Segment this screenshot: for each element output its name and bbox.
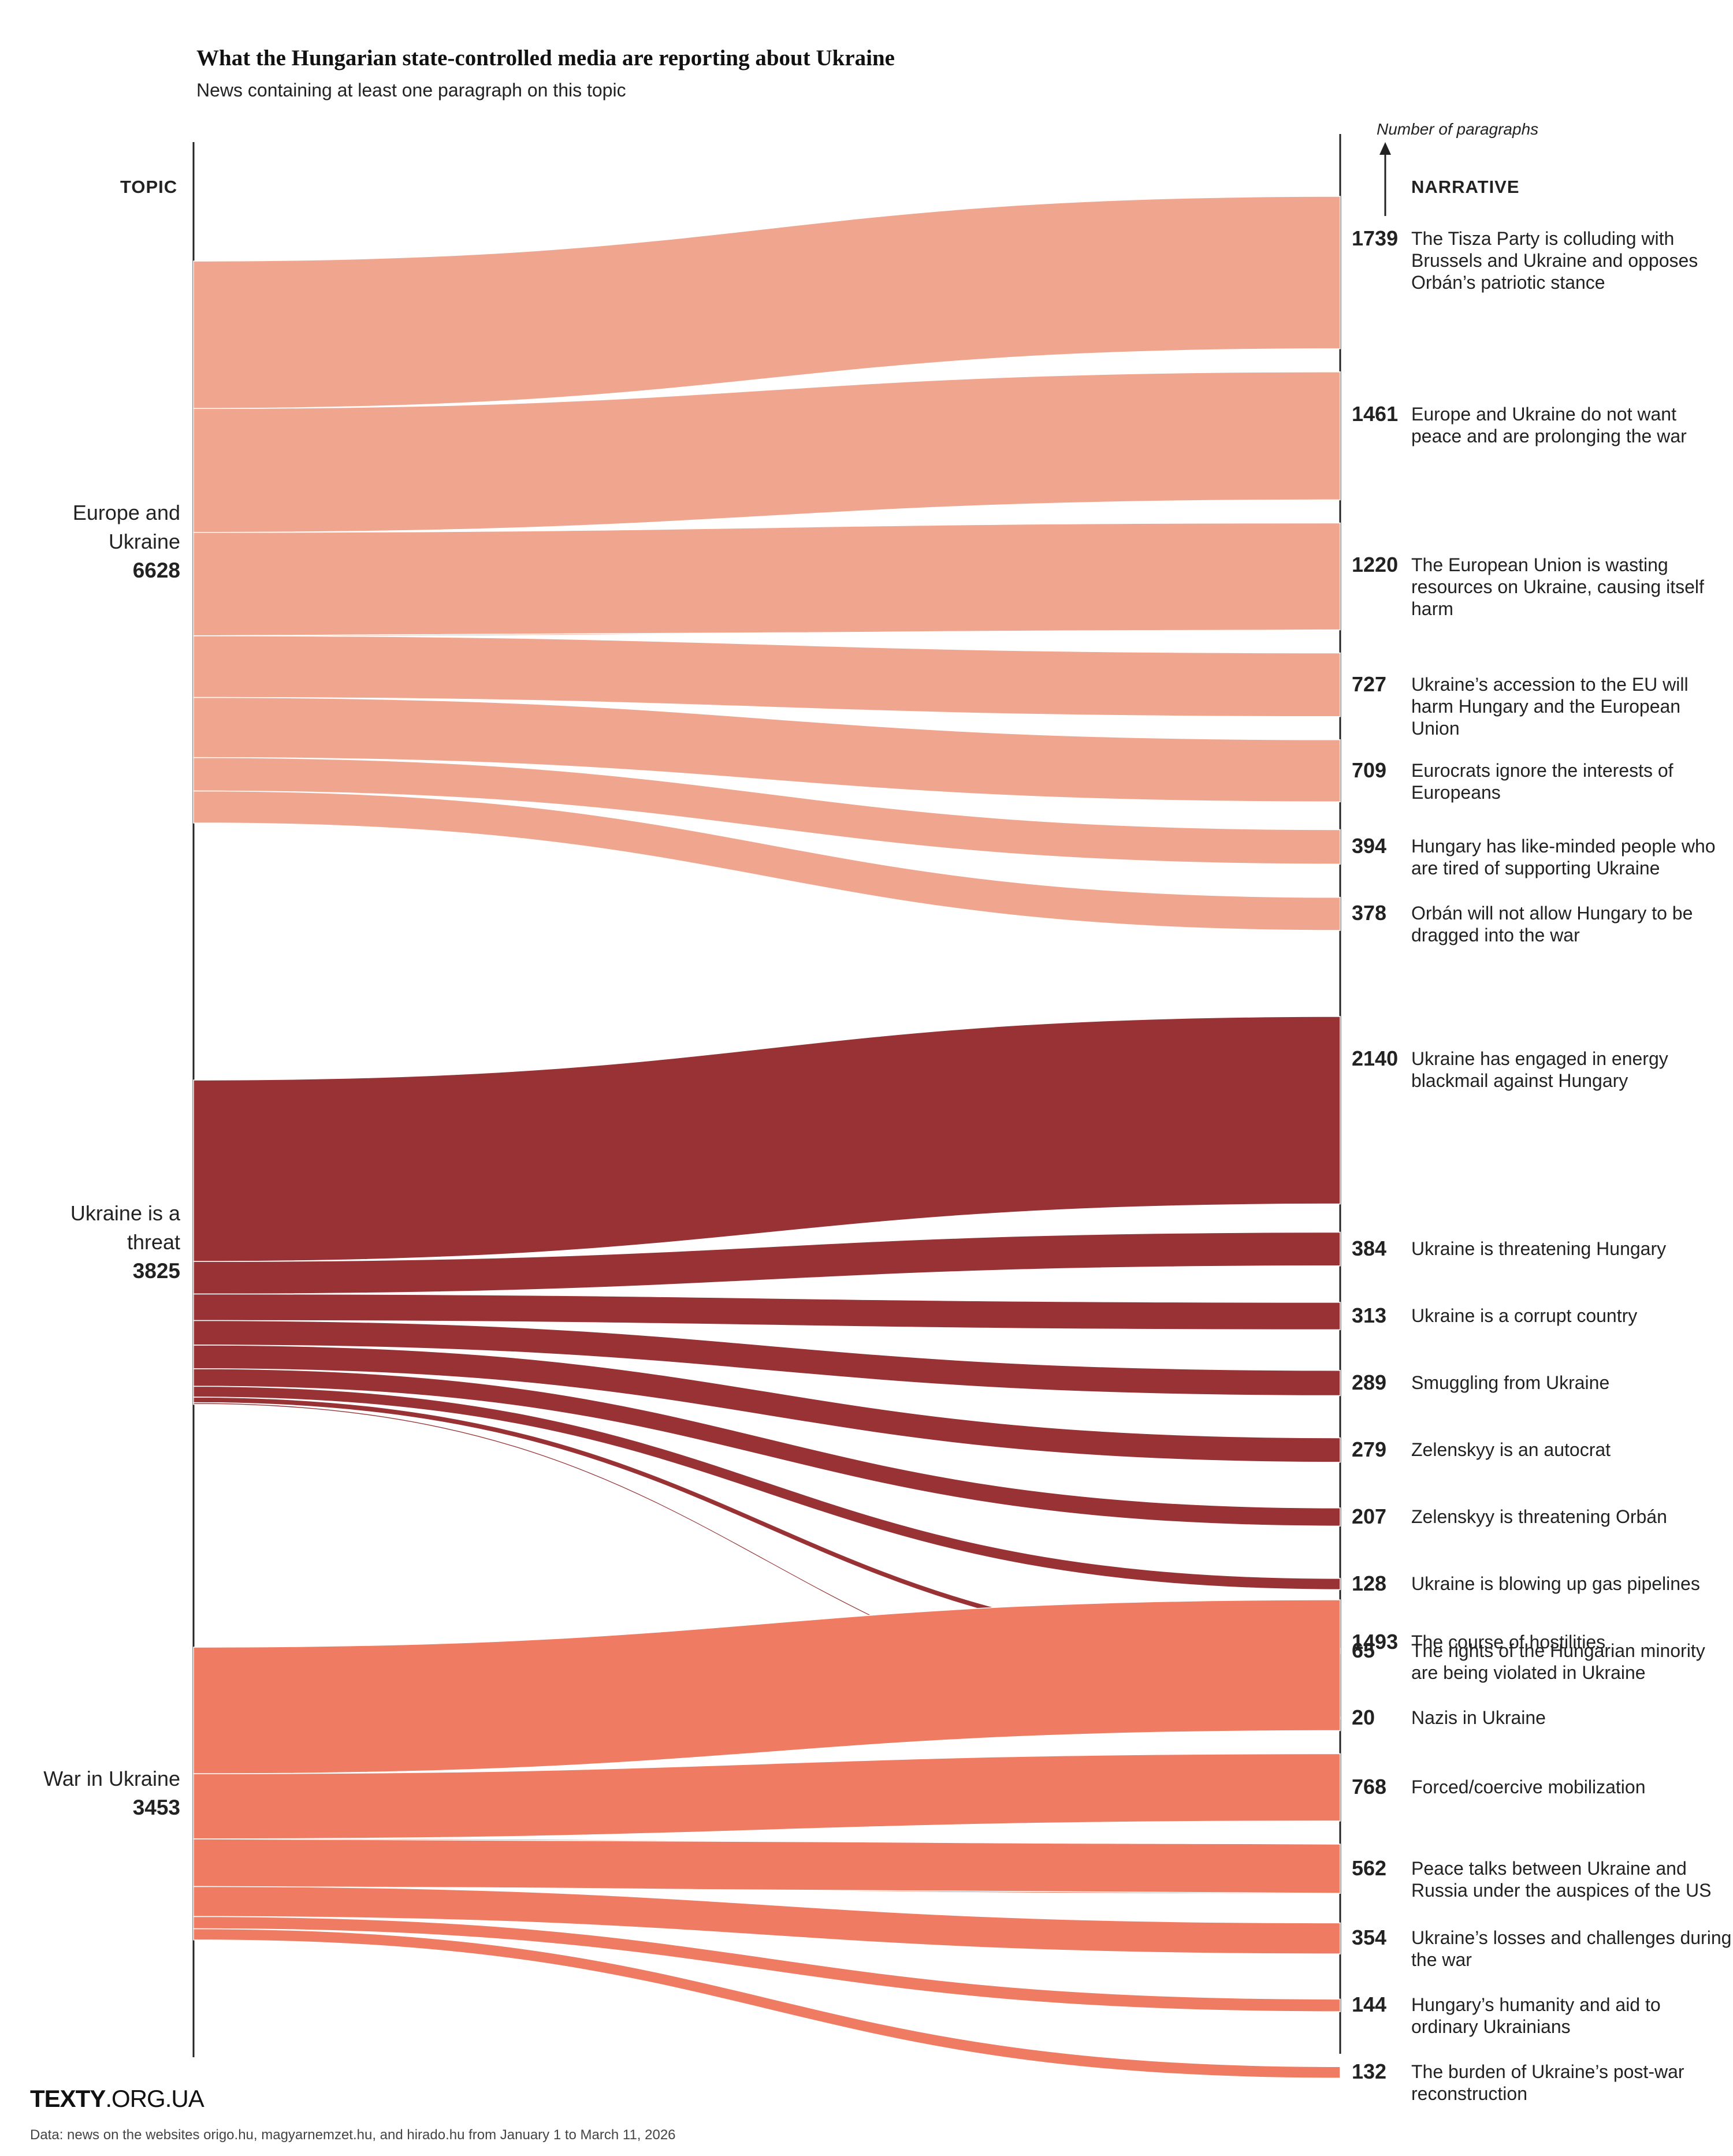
narrative-value: 384	[1352, 1236, 1387, 1260]
topic-value: 6628	[132, 558, 180, 583]
flow-band	[193, 371, 1341, 533]
narrative-value: 2140	[1352, 1047, 1399, 1070]
flow-band	[193, 1599, 1341, 1774]
flow-band	[193, 635, 1341, 717]
narrative-text: The burden of Ukraine’s post-war reconst…	[1411, 2061, 1684, 2105]
narrative-value: 313	[1352, 1303, 1387, 1327]
flow-band	[193, 1016, 1341, 1262]
narrative-value: 1493	[1352, 1630, 1399, 1654]
topic-label: War in Ukraine 3453	[43, 1764, 180, 1822]
narrative-text: Forced/coercive mobilization	[1411, 1776, 1646, 1797]
narrative-value: 144	[1352, 1993, 1387, 2017]
narrative-value: 768	[1352, 1774, 1387, 1798]
narrative-value: 562	[1352, 1856, 1387, 1880]
chart-title: What the Hungarian state-controlled medi…	[196, 46, 895, 70]
narrative-text: Ukraine’s losses and challenges during t…	[1411, 1927, 1732, 1971]
narrative-value: 394	[1352, 834, 1387, 858]
texty-logo: TEXTY.ORG.UA	[30, 2085, 204, 2113]
narrative-text: Ukraine is a corrupt country	[1411, 1305, 1638, 1326]
narrative-text: The course of hostilities	[1411, 1632, 1606, 1652]
flow-band	[193, 196, 1341, 409]
flow-band	[193, 1231, 1341, 1295]
narrative-text: Eurocrats ignore the interests of Europe…	[1411, 759, 1674, 803]
narrative-text: Zelenskyy is an autocrat	[1411, 1439, 1611, 1460]
narrative-text: The European Union is wasting resources …	[1411, 554, 1704, 620]
flow-band	[193, 1753, 1341, 1840]
narrative-value: 727	[1352, 672, 1387, 696]
flow-band	[193, 697, 1341, 803]
logo-rest: .ORG.UA	[105, 2085, 204, 2112]
flow-band	[193, 522, 1341, 636]
flow-band	[193, 757, 1341, 865]
narrative-text: Orbán will not allow Hungary to be dragg…	[1411, 903, 1693, 946]
narrative-value: 378	[1352, 901, 1387, 925]
flow-band	[193, 1368, 1341, 1527]
narrative-value: 1739	[1352, 226, 1399, 250]
data-source-note: Data: news on the websites origo.hu, mag…	[30, 2127, 676, 2143]
narrative-text: Ukraine is threatening Hungary	[1411, 1238, 1667, 1259]
narrative-text: Smuggling from Ukraine	[1411, 1372, 1610, 1393]
topic-name: Ukraine is a threat	[70, 1201, 180, 1254]
narrative-value: 1461	[1352, 401, 1399, 426]
narrative-text: Ukraine has engaged in energy blackmail …	[1411, 1048, 1668, 1091]
narrative-text: Hungary has like-minded people who are t…	[1411, 836, 1716, 879]
narrative-value: 289	[1352, 1370, 1387, 1394]
narrative-text: Zelenskyy is threatening Orbán	[1411, 1506, 1667, 1527]
flow-band	[193, 1916, 1341, 2012]
narrative-value: 354	[1352, 1926, 1387, 1950]
flows	[193, 196, 1341, 2079]
narrative-text: Peace talks between Ukraine and Russia u…	[1411, 1857, 1712, 1901]
narrative-value: 279	[1352, 1437, 1387, 1461]
flow-band	[193, 1838, 1341, 1894]
topic-column-header: TOPIC	[120, 177, 178, 197]
narrative-value: 20	[1352, 1705, 1375, 1729]
flow-band	[193, 1386, 1341, 1591]
narrative-value: 132	[1352, 2060, 1387, 2084]
topic-name: Europe and Ukraine	[72, 501, 180, 554]
flow-band	[193, 1928, 1341, 2079]
narrative-value: 709	[1352, 758, 1387, 782]
topic-name: War in Ukraine	[43, 1767, 180, 1791]
flow-band	[193, 1345, 1341, 1463]
axis-unit-note: Number of paragraphs	[1377, 120, 1539, 138]
chart-subtitle: News containing at least one paragraph o…	[196, 80, 626, 100]
logo-bold: TEXTY	[30, 2085, 106, 2112]
flow-band	[193, 790, 1341, 931]
topic-value: 3453	[132, 1796, 180, 1820]
narrative-text: Nazis in Ukraine	[1411, 1707, 1546, 1728]
narrative-text: The rights of the Hungarian minority are…	[1411, 1640, 1705, 1683]
narrative-value: 128	[1352, 1571, 1387, 1595]
narrative-value: 1220	[1352, 553, 1399, 577]
narrative-value: 207	[1352, 1504, 1387, 1528]
axis-arrow-head	[1379, 142, 1391, 155]
narrative-text: Europe and Ukraine do not want peace and…	[1411, 403, 1687, 446]
flow-band	[193, 1320, 1341, 1397]
narrative-value: 65	[1352, 1638, 1375, 1662]
topic-label: Ukraine is a threat 3825	[70, 1199, 180, 1286]
topic-value: 3825	[132, 1258, 180, 1283]
narrative-column-header: NARRATIVE	[1411, 177, 1520, 197]
narrative-text: Ukraine is blowing up gas pipelines	[1411, 1573, 1700, 1594]
flow-band	[193, 1886, 1341, 1954]
topic-label: Europe and Ukraine 6628	[73, 498, 180, 585]
narrative-text: Ukraine’s accession to the EU will harm …	[1411, 673, 1689, 739]
flow-band	[193, 1293, 1341, 1331]
narrative-text: Hungary’s humanity and aid to ordinary U…	[1411, 1994, 1661, 2038]
narrative-text: The Tisza Party is colluding with Brusse…	[1411, 228, 1698, 293]
